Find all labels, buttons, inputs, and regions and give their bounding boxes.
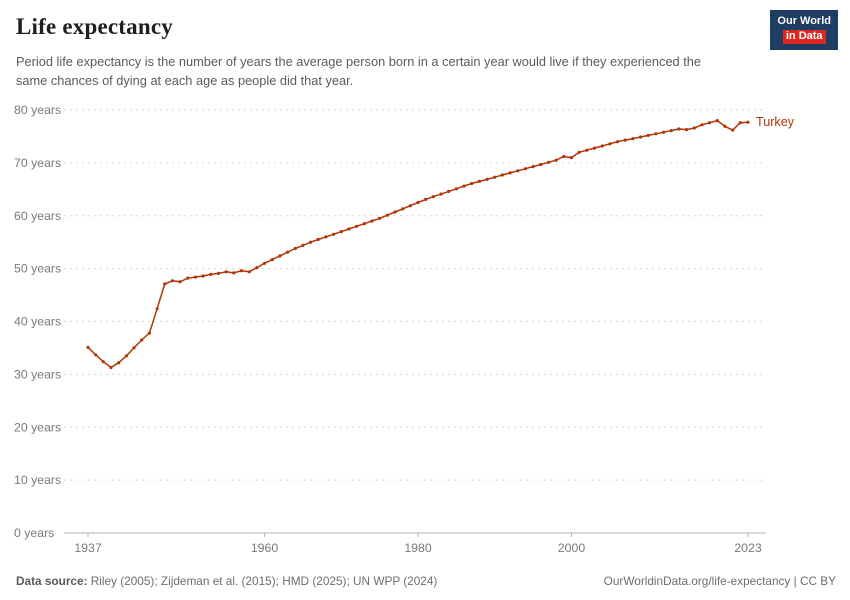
x-axis-label: 1937 (74, 541, 102, 555)
turkey-line[interactable] (87, 119, 749, 369)
y-axis-label: 60 years (14, 209, 61, 223)
footer: Data source: Riley (2005); Zijdeman et a… (16, 574, 836, 588)
x-axis-label: 2023 (734, 541, 762, 555)
header: Life expectancy (16, 14, 173, 40)
owid-logo-line1: Our World (777, 15, 831, 27)
x-axis-label: 1980 (404, 541, 432, 555)
x-axis-label: 2000 (558, 541, 586, 555)
y-axis-label: 0 years (14, 526, 54, 540)
y-axis-label: 10 years (14, 473, 61, 487)
y-axis-label: 80 years (14, 103, 61, 117)
owid-logo[interactable]: Our World in Data (770, 10, 838, 50)
footer-link[interactable]: OurWorldinData.org/life-expectancy | CC … (603, 574, 836, 588)
y-axis-label: 40 years (14, 315, 61, 329)
owid-logo-line2: in Data (782, 29, 826, 44)
y-axis-label: 50 years (14, 262, 61, 276)
data-points[interactable] (86, 119, 750, 370)
chart-subtitle: Period life expectancy is the number of … (16, 54, 702, 89)
series-end-label[interactable]: Turkey (756, 115, 795, 129)
data-source-label: Data source: (16, 574, 88, 588)
data-source-text: Data source: Riley (2005); Zijdeman et a… (16, 574, 438, 588)
page-title: Life expectancy (16, 14, 173, 39)
y-axis-label: 20 years (14, 420, 61, 434)
x-axis-label: 1960 (251, 541, 279, 555)
y-axis-label: 30 years (14, 367, 61, 381)
y-axis-label: 70 years (14, 156, 61, 170)
